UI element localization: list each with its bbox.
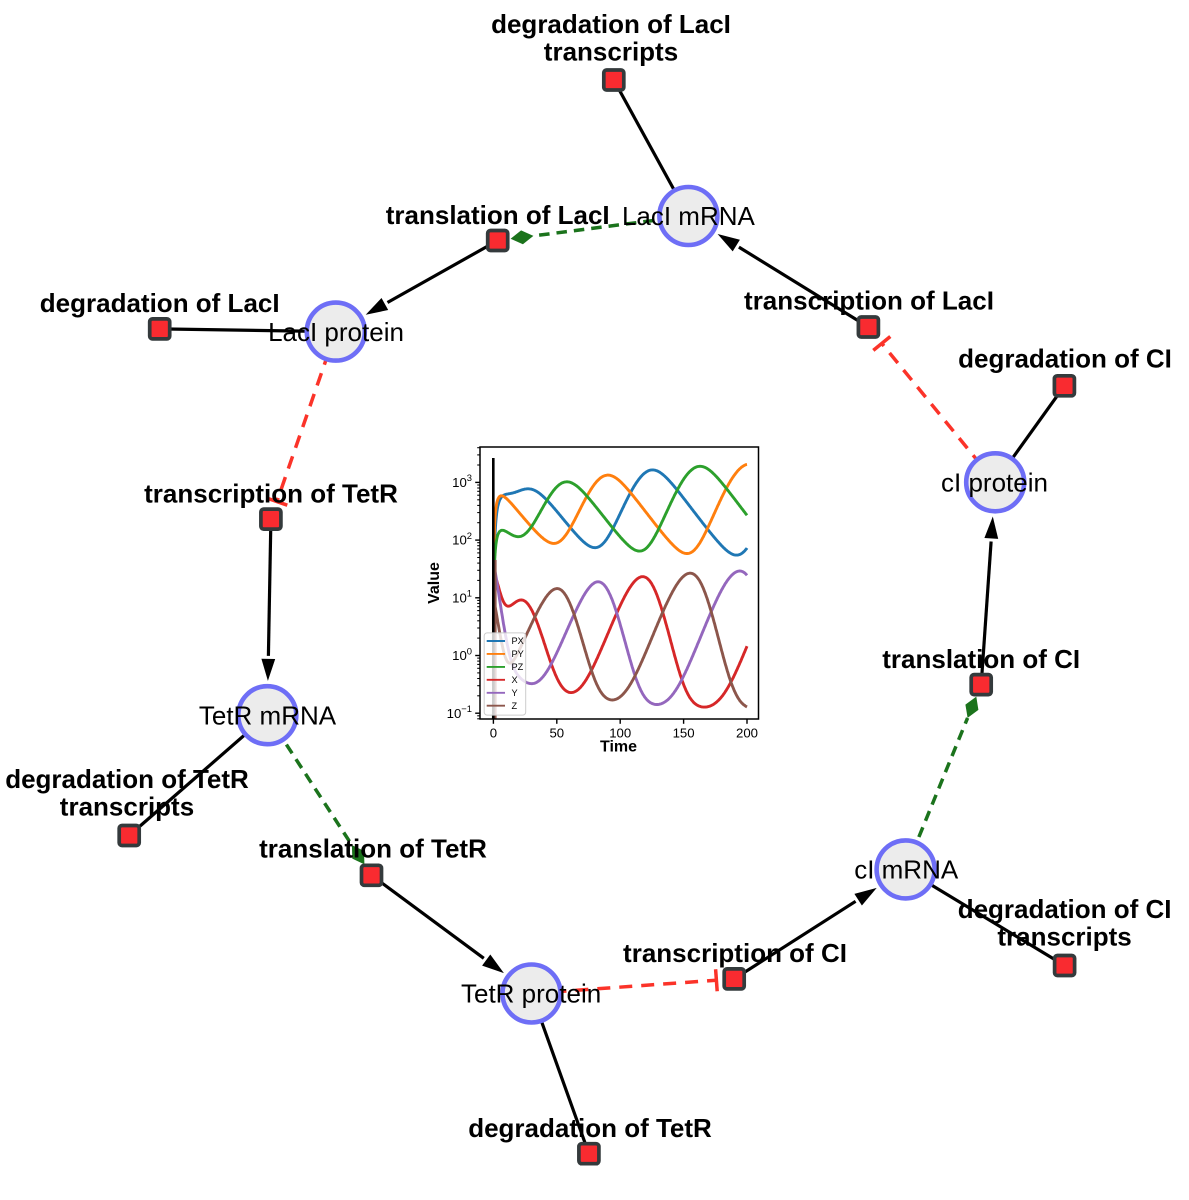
svg-text:X: X [512,675,518,685]
svg-text:101: 101 [452,588,472,606]
svg-text:100: 100 [452,645,472,663]
svg-text:transcripts: transcripts [544,36,678,66]
svg-text:102: 102 [452,530,472,548]
svg-text:Y: Y [512,688,518,698]
svg-text:PY: PY [512,649,524,659]
svg-text:transcripts: transcripts [60,792,194,822]
svg-text:103: 103 [452,472,472,490]
svg-text:degradation of CI: degradation of CI [958,894,1172,924]
svg-text:LacI protein: LacI protein [268,317,404,347]
svg-text:transcription of CI: transcription of CI [623,938,847,968]
svg-text:transcription of TetR: transcription of TetR [144,478,398,508]
svg-text:degradation of CI: degradation of CI [958,344,1172,374]
svg-text:translation of TetR: translation of TetR [259,834,487,864]
svg-text:TetR mRNA: TetR mRNA [199,700,337,730]
svg-text:cI mRNA: cI mRNA [854,855,959,885]
svg-text:degradation of TetR: degradation of TetR [468,1113,712,1143]
svg-text:cI protein: cI protein [941,468,1048,498]
svg-text:translation of LacI: translation of LacI [386,200,610,230]
svg-text:TetR protein: TetR protein [461,979,601,1009]
svg-text:translation of CI: translation of CI [882,644,1080,674]
svg-text:degradation of LacI: degradation of LacI [40,288,280,318]
svg-text:0: 0 [490,726,497,741]
svg-text:PX: PX [512,636,524,646]
svg-text:LacI mRNA: LacI mRNA [622,201,756,231]
svg-text:degradation of TetR: degradation of TetR [5,764,249,794]
svg-text:150: 150 [673,726,695,741]
svg-text:transcripts: transcripts [997,922,1131,952]
svg-text:100: 100 [609,726,631,741]
svg-text:10−1: 10−1 [447,703,472,721]
svg-text:PZ: PZ [512,662,524,672]
svg-text:Time: Time [600,739,637,756]
svg-text:Value: Value [426,562,443,604]
svg-text:50: 50 [549,726,564,741]
svg-text:Z: Z [512,701,518,711]
svg-text:degradation of LacI: degradation of LacI [491,9,731,39]
svg-text:transcription of LacI: transcription of LacI [744,286,994,316]
svg-text:200: 200 [736,726,758,741]
